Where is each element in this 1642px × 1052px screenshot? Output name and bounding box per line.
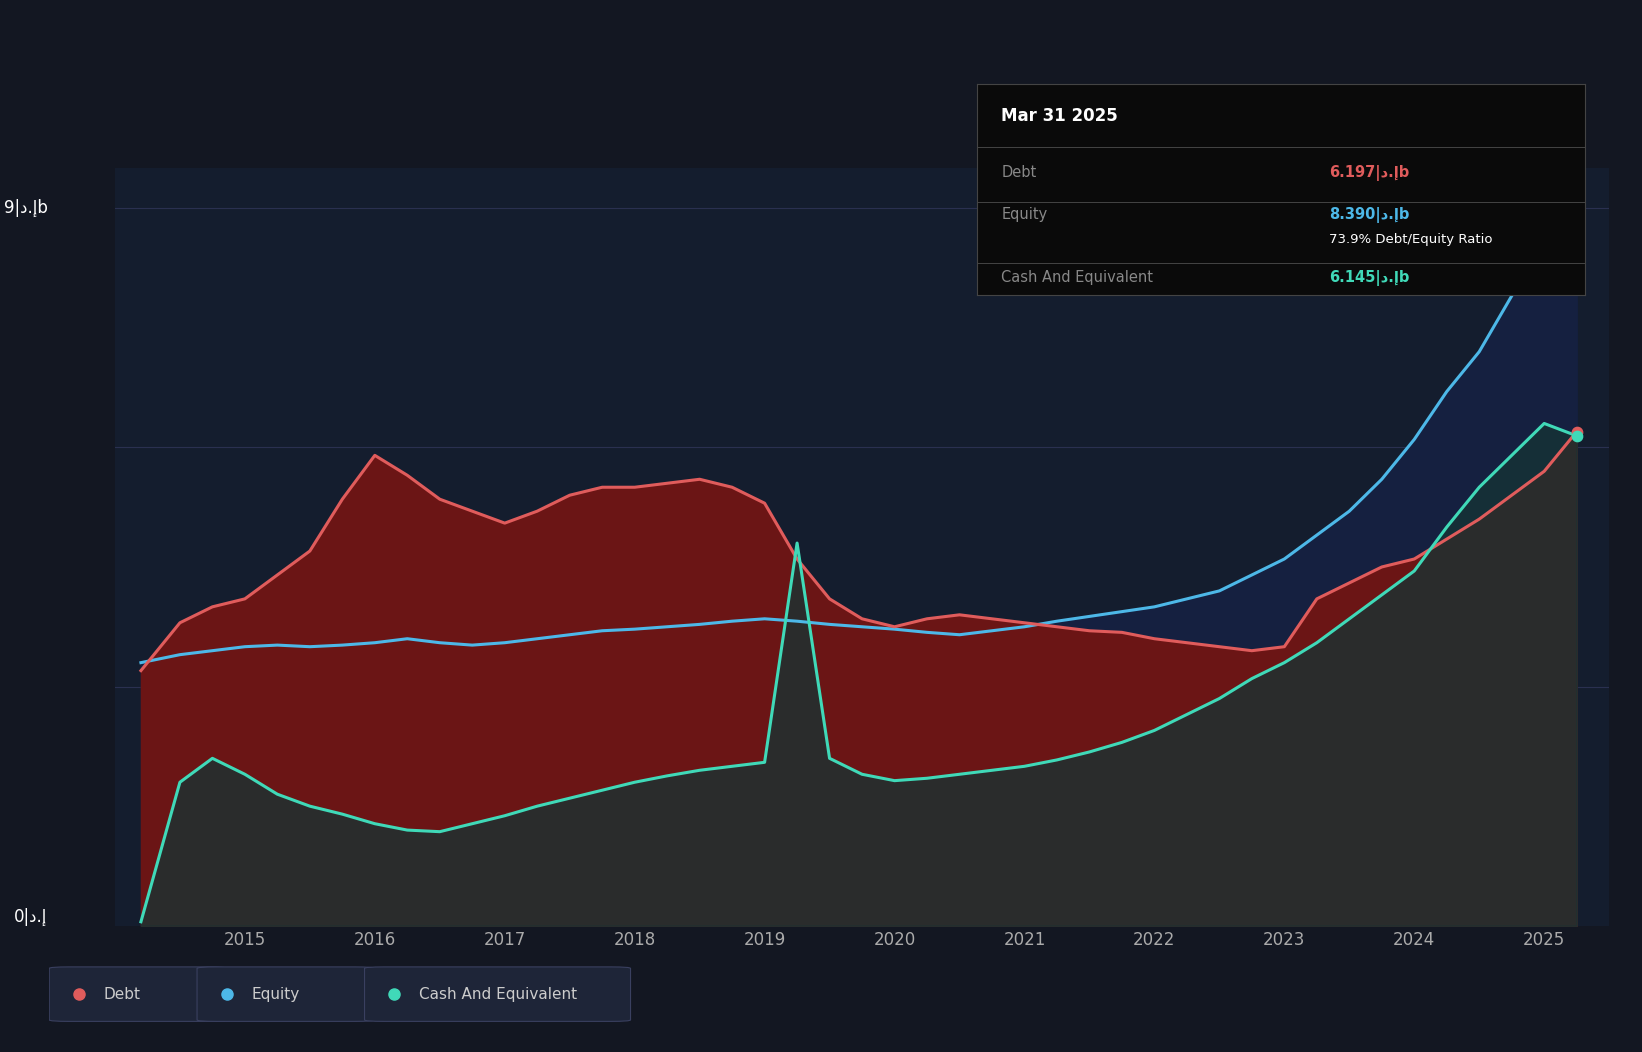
Point — [1563, 427, 1589, 444]
Text: Cash And Equivalent: Cash And Equivalent — [1002, 270, 1153, 285]
Text: 6.197|د.إb: 6.197|د.إb — [1330, 164, 1409, 181]
Text: 6.145|د.إb: 6.145|د.إb — [1330, 269, 1410, 286]
Text: Mar 31 2025: Mar 31 2025 — [1002, 106, 1118, 125]
Text: Equity: Equity — [1002, 207, 1048, 222]
Text: 73.9% Debt/Equity Ratio: 73.9% Debt/Equity Ratio — [1330, 234, 1493, 246]
FancyBboxPatch shape — [365, 967, 631, 1021]
FancyBboxPatch shape — [49, 967, 227, 1021]
Text: Debt: Debt — [1002, 165, 1036, 180]
Text: Equity: Equity — [251, 987, 299, 1002]
Text: 8.390|د.إb: 8.390|د.إb — [1330, 206, 1410, 223]
Text: Debt: Debt — [103, 987, 141, 1002]
FancyBboxPatch shape — [197, 967, 374, 1021]
Text: Cash And Equivalent: Cash And Equivalent — [419, 987, 576, 1002]
Point — [1563, 248, 1589, 265]
Text: 9|د.إb: 9|د.إb — [3, 199, 48, 218]
Text: 0|د.إ: 0|د.إ — [15, 908, 48, 926]
Point — [1563, 423, 1589, 440]
